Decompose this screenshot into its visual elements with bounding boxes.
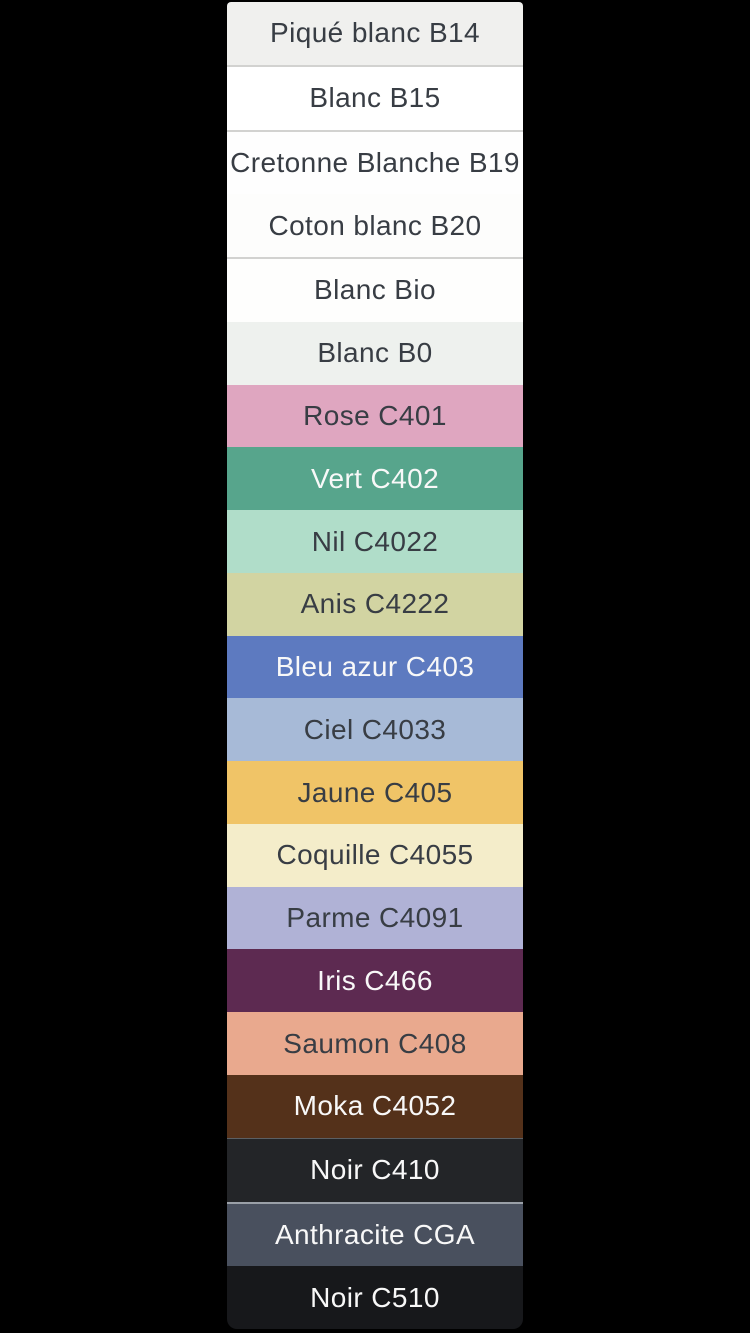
swatch-label: Saumon C408 bbox=[283, 1027, 467, 1059]
swatch-bleu-azur-c403[interactable]: Bleu azur C403 bbox=[227, 635, 523, 699]
swatch-moka-c4052[interactable]: Moka C4052 bbox=[227, 1075, 523, 1138]
swatch-iris-c466[interactable]: Iris C466 bbox=[227, 949, 523, 1013]
swatch-label: Blanc B15 bbox=[309, 82, 441, 114]
swatch-coton-blanc-b20[interactable]: Coton blanc B20 bbox=[227, 194, 523, 260]
swatch-label: Moka C4052 bbox=[293, 1090, 457, 1122]
swatch-anis-c4222[interactable]: Anis C4222 bbox=[227, 572, 523, 636]
swatch-label: Coquille C4055 bbox=[276, 839, 474, 871]
swatch-label: Iris C466 bbox=[317, 964, 433, 996]
swatch-pique-blanc-b14[interactable]: Piqué blanc B14 bbox=[227, 2, 523, 67]
swatch-label: Blanc Bio bbox=[314, 274, 436, 306]
swatch-label: Nil C4022 bbox=[311, 525, 439, 557]
swatch-coquille-c4055[interactable]: Coquille C4055 bbox=[227, 823, 523, 887]
swatch-label: Anthracite CGA bbox=[274, 1218, 476, 1250]
swatch-label: Vert C402 bbox=[310, 462, 440, 494]
swatch-noir-c510[interactable]: Noir C510 bbox=[227, 1266, 523, 1329]
swatch-ciel-c4033[interactable]: Ciel C4033 bbox=[227, 698, 523, 762]
swatch-nil-c4022[interactable]: Nil C4022 bbox=[227, 510, 523, 573]
swatch-anthracite-cga[interactable]: Anthracite CGA bbox=[227, 1201, 523, 1267]
swatch-label: Piqué blanc B14 bbox=[270, 17, 480, 49]
swatch-blanc-b15[interactable]: Blanc B15 bbox=[227, 66, 523, 132]
swatch-blanc-b0[interactable]: Blanc B0 bbox=[227, 321, 523, 385]
swatch-parme-c4091[interactable]: Parme C4091 bbox=[227, 886, 523, 950]
swatch-label: Noir C510 bbox=[310, 1281, 440, 1313]
swatch-cretonne-blanche-b19[interactable]: Cretonne Blanche B19 bbox=[227, 131, 523, 195]
swatch-label: Ciel C4033 bbox=[303, 713, 447, 745]
swatch-noir-c410[interactable]: Noir C410 bbox=[227, 1137, 523, 1202]
swatch-label: Coton blanc B20 bbox=[268, 209, 482, 241]
swatch-label: Jaune C405 bbox=[297, 776, 453, 808]
swatch-list: Piqué blanc B14 Blanc B15 Cretonne Blanche… bbox=[227, 2, 523, 1329]
swatch-label: Blanc B0 bbox=[317, 337, 433, 369]
swatch-label: Rose C401 bbox=[303, 399, 447, 431]
swatch-label: Bleu azur C403 bbox=[275, 651, 475, 683]
swatch-vert-c402[interactable]: Vert C402 bbox=[227, 447, 523, 511]
swatch-label: Anis C4222 bbox=[300, 588, 450, 620]
swatch-blanc-bio[interactable]: Blanc Bio bbox=[227, 259, 523, 322]
swatch-label: Noir C410 bbox=[310, 1154, 440, 1186]
swatch-rose-c401[interactable]: Rose C401 bbox=[227, 384, 523, 448]
swatch-label: Cretonne Blanche B19 bbox=[230, 146, 520, 178]
swatch-label: Parme C4091 bbox=[286, 902, 464, 934]
swatch-jaune-c405[interactable]: Jaune C405 bbox=[227, 761, 523, 824]
swatch-saumon-c408[interactable]: Saumon C408 bbox=[227, 1012, 523, 1076]
